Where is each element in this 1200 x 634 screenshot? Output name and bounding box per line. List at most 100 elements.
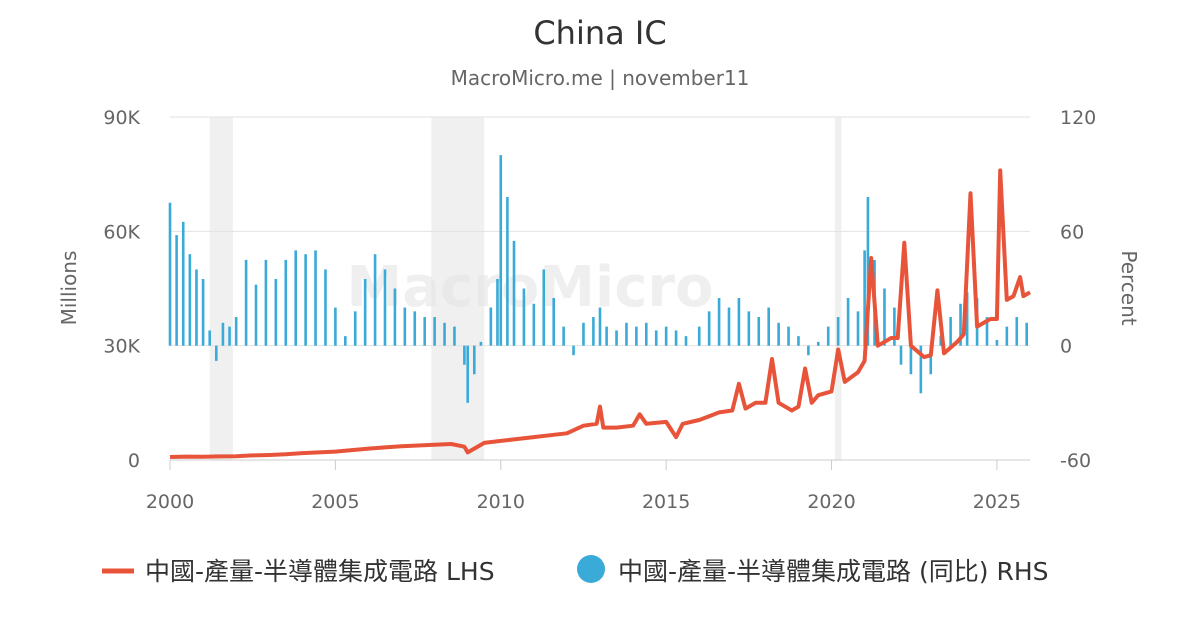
bar: [463, 345, 466, 365]
legend-item-lhs[interactable]: 中國-產量-半導體集成電路 LHS: [102, 557, 495, 586]
x-tick-label: 2010: [477, 491, 525, 513]
recession-band-2: [834, 117, 842, 460]
bar: [234, 317, 238, 346]
bar: [664, 326, 668, 346]
bar: [645, 322, 648, 346]
bar: [228, 326, 231, 346]
bar: [836, 317, 840, 346]
chart-subtitle: MacroMicro.me | november11: [451, 66, 750, 90]
bar: [1015, 317, 1019, 346]
bar: [598, 307, 602, 346]
bar: [959, 303, 962, 346]
y-axis-right-label: Percent: [1117, 250, 1141, 325]
bar: [264, 259, 268, 346]
bar: [817, 341, 820, 346]
watermark: MacroMicro: [346, 255, 713, 320]
bar: [949, 317, 952, 346]
bar: [413, 311, 417, 346]
bar: [489, 307, 493, 346]
legend-circle-marker: [577, 555, 605, 583]
bar: [284, 259, 288, 346]
legend-label-lhs: 中國-產量-半導體集成電路 LHS: [145, 557, 495, 586]
bar: [929, 345, 933, 375]
bar: [684, 336, 688, 346]
legend-item-rhs[interactable]: 中國-產量-半導體集成電路 (同比) RHS: [577, 555, 1048, 586]
bar: [605, 326, 608, 346]
legend-label-rhs: 中國-產量-半導體集成電路 (同比) RHS: [618, 557, 1048, 586]
bar: [195, 269, 198, 346]
bar: [453, 326, 456, 346]
y-tick-left-label: 90K: [103, 107, 140, 129]
bar: [985, 317, 989, 346]
bar: [737, 298, 741, 346]
bar: [552, 298, 555, 346]
bar: [181, 221, 185, 346]
bar: [433, 317, 436, 346]
bar: [797, 336, 800, 346]
bar: [1005, 326, 1009, 346]
bar: [201, 278, 205, 346]
bar: [393, 288, 397, 346]
bar: [294, 250, 297, 346]
bar: [747, 311, 751, 346]
y-tick-left-label: 0: [128, 450, 140, 472]
bar: [168, 202, 172, 346]
bar: [274, 278, 278, 346]
bar: [254, 284, 258, 346]
bar: [899, 345, 903, 365]
bar: [767, 307, 770, 346]
bar: [893, 307, 896, 346]
bar: [777, 322, 780, 346]
bar: [512, 240, 516, 346]
x-tick-label: 2025: [973, 491, 1021, 513]
y-axis-left-label: Millions: [57, 251, 81, 326]
bar: [363, 278, 367, 346]
recession-band-0: [209, 117, 233, 460]
bar: [344, 336, 347, 346]
bar: [562, 326, 565, 346]
bar: [883, 288, 886, 346]
bar: [334, 307, 337, 346]
x-tick-label: 2020: [807, 491, 855, 513]
bar: [757, 317, 761, 346]
bar: [353, 311, 357, 346]
bar: [473, 345, 476, 375]
bar: [373, 254, 377, 346]
bar: [443, 322, 446, 346]
x-tick-label: 2000: [146, 491, 194, 513]
bar: [496, 278, 499, 346]
series-line-lhs: [169, 168, 1031, 459]
bar: [863, 250, 866, 346]
bar: [324, 269, 327, 346]
chart-title: China IC: [533, 14, 666, 52]
bar: [244, 259, 248, 346]
bar: [304, 254, 307, 346]
x-tick-label: 2015: [642, 491, 690, 513]
bar: [727, 307, 731, 346]
bar: [499, 155, 503, 346]
bar: [787, 326, 790, 346]
bar: [717, 298, 721, 346]
bar: [188, 254, 192, 346]
bar: [592, 317, 595, 346]
bar: [215, 345, 218, 361]
recession-band-1: [431, 117, 485, 460]
bar: [697, 326, 701, 346]
bar: [919, 345, 923, 394]
bar: [314, 250, 317, 346]
bar: [866, 197, 870, 346]
bar: [532, 303, 536, 346]
y-tick-right-label: 60: [1060, 221, 1084, 243]
bar: [909, 345, 913, 375]
bar: [654, 330, 658, 346]
bar: [403, 307, 407, 346]
bar: [615, 330, 618, 346]
bar: [635, 326, 638, 346]
bar: [221, 322, 225, 346]
bar: [625, 322, 628, 346]
bar: [208, 330, 211, 346]
bar: [506, 197, 509, 346]
bar: [479, 341, 483, 346]
